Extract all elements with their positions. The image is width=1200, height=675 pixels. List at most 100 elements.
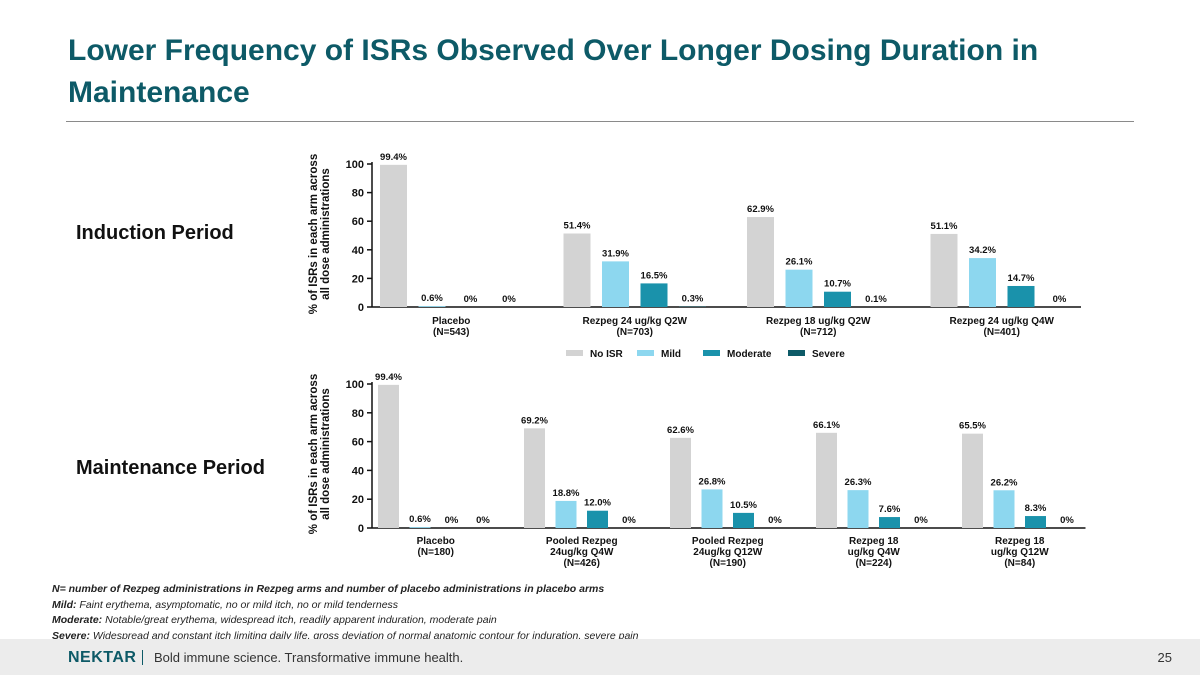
y-tick-label: 40: [352, 245, 364, 257]
bar-no-isr: [563, 233, 591, 307]
data-label: 31.9%: [602, 248, 629, 259]
data-label: 51.1%: [931, 221, 958, 232]
title-divider: [66, 121, 1134, 122]
category-label: Placebo (N=543): [432, 316, 470, 338]
bar-mild: [555, 500, 577, 528]
legend-label: Severe: [812, 349, 845, 360]
data-label: 0%: [502, 294, 516, 305]
y-tick-label: 0: [358, 523, 364, 535]
slide-title: Lower Frequency of ISRs Observed Over Lo…: [68, 34, 1039, 109]
category-label: Pooled Rezpeg 24ug/kg Q12W (N=190): [692, 536, 764, 569]
legend-label: No ISR: [590, 349, 624, 360]
category-label: Placebo (N=180): [417, 536, 455, 558]
data-label: 12.0%: [584, 498, 611, 509]
bar-mild: [701, 489, 723, 528]
category-label-line: (N=84): [1004, 558, 1035, 569]
page-number: 25: [1157, 650, 1172, 665]
induction-period-label: Induction Period: [76, 222, 234, 244]
category-label-line: 24ug/kg Q12W: [693, 547, 762, 558]
category-label-line: Rezpeg 18 ug/kg Q2W: [766, 316, 871, 327]
y-axis-label-line: % of ISRs in each arm across: [308, 154, 320, 314]
data-label: 65.5%: [959, 421, 986, 432]
bar-no-isr: [930, 233, 958, 307]
category-label-line: ug/kg Q12W: [991, 547, 1049, 558]
data-label: 16.5%: [641, 270, 668, 281]
bar-mild: [785, 269, 813, 307]
category-label-line: (N=712): [800, 327, 836, 338]
footer-tagline: Bold immune science. Transformative immu…: [154, 650, 464, 665]
data-label: 26.1%: [786, 257, 813, 268]
footnote-definition: Widespread and constant itch limiting da…: [89, 629, 639, 642]
category-label-line: Pooled Rezpeg: [692, 536, 764, 547]
data-label: 0%: [464, 294, 478, 305]
y-tick-label: 100: [346, 379, 364, 391]
bar-moderate: [733, 512, 754, 528]
category-label-line: Placebo: [432, 316, 470, 327]
data-label: 0.3%: [682, 294, 704, 305]
bar-moderate: [824, 291, 851, 307]
data-label: 0.6%: [421, 293, 443, 304]
footnote-definition: Notable/great erythema, widespread itch,…: [102, 614, 497, 626]
data-label: 69.2%: [521, 415, 548, 426]
legend-label: Moderate: [727, 349, 772, 360]
data-label: 66.1%: [813, 420, 840, 431]
bar-moderate: [587, 510, 608, 528]
category-label: Rezpeg 24 ug/kg Q4W (N=401): [950, 316, 1055, 338]
legend-swatch: [566, 350, 583, 356]
y-axis-label-line: all dose administrations: [320, 168, 332, 300]
category-label-line: Pooled Rezpeg: [546, 536, 618, 547]
category-label-line: (N=180): [418, 547, 454, 558]
y-tick-label: 40: [352, 465, 364, 477]
y-tick-label: 80: [352, 408, 364, 420]
category-label: Pooled Rezpeg 24ug/kg Q4W (N=426): [546, 536, 618, 569]
bar-mild: [409, 527, 431, 528]
y-axis-label: % of ISRs in each arm acrossall dose adm…: [308, 154, 332, 314]
data-label: 62.9%: [747, 204, 774, 215]
data-label: 0%: [476, 515, 490, 526]
y-tick-label: 60: [352, 216, 364, 228]
data-label: 99.4%: [380, 152, 407, 163]
footnote-line: Moderate: Notable/great erythema, widesp…: [52, 613, 812, 629]
category-label: Rezpeg 18 ug/kg Q2W (N=712): [766, 316, 871, 338]
data-label: 26.2%: [991, 477, 1018, 488]
footnotes: N= number of Rezpeg administrations in R…: [52, 582, 812, 644]
footnote-line: Mild: Faint erythema, asymptomatic, no o…: [52, 598, 812, 614]
bar-moderate: [640, 283, 668, 307]
bar-mild: [602, 261, 629, 307]
data-label: 18.8%: [553, 488, 580, 499]
bar-moderate: [1007, 285, 1035, 307]
footnote-definition: Faint erythema, asymptomatic, no or mild…: [76, 598, 399, 611]
category-label-line: (N=190): [710, 558, 746, 569]
bar-mild: [993, 490, 1015, 528]
y-tick-label: 80: [352, 188, 364, 200]
data-label: 62.6%: [667, 425, 694, 436]
y-axis-label: % of ISRs in each arm acrossall dose adm…: [308, 374, 332, 534]
data-label: 10.7%: [824, 279, 851, 290]
y-tick-label: 60: [352, 437, 364, 449]
footnote-term: Moderate:: [52, 614, 103, 626]
maintenance-period-label: Maintenance Period: [76, 457, 265, 479]
category-label-line: (N=703): [617, 327, 653, 338]
data-label: 0%: [914, 515, 928, 526]
bar-no-isr: [378, 384, 399, 528]
bar-no-isr: [670, 437, 691, 528]
footer-separator: [142, 650, 143, 665]
footnote-term: Severe:: [52, 629, 90, 642]
bar-no-isr: [380, 164, 407, 307]
data-label: 0.6%: [409, 514, 431, 525]
legend-label: Mild: [661, 349, 681, 360]
footnote-line: Severe: Widespread and constant itch lim…: [52, 629, 812, 645]
category-label-line: Rezpeg 18: [995, 536, 1045, 547]
bar-no-isr: [524, 428, 545, 528]
category-label-line: Rezpeg 24 ug/kg Q4W: [950, 316, 1055, 327]
bar-mild: [969, 258, 996, 307]
y-axis-label-line: all dose administrations: [320, 388, 332, 520]
footnote-line: N= number of Rezpeg administrations in R…: [52, 583, 605, 595]
data-label: 14.7%: [1008, 273, 1035, 284]
bar-mild: [418, 306, 446, 307]
data-label: 0%: [1053, 294, 1067, 305]
y-tick-label: 100: [346, 159, 364, 171]
bar-moderate: [1025, 516, 1046, 528]
bar-moderate: [879, 517, 900, 528]
data-label: 0%: [1060, 515, 1074, 526]
